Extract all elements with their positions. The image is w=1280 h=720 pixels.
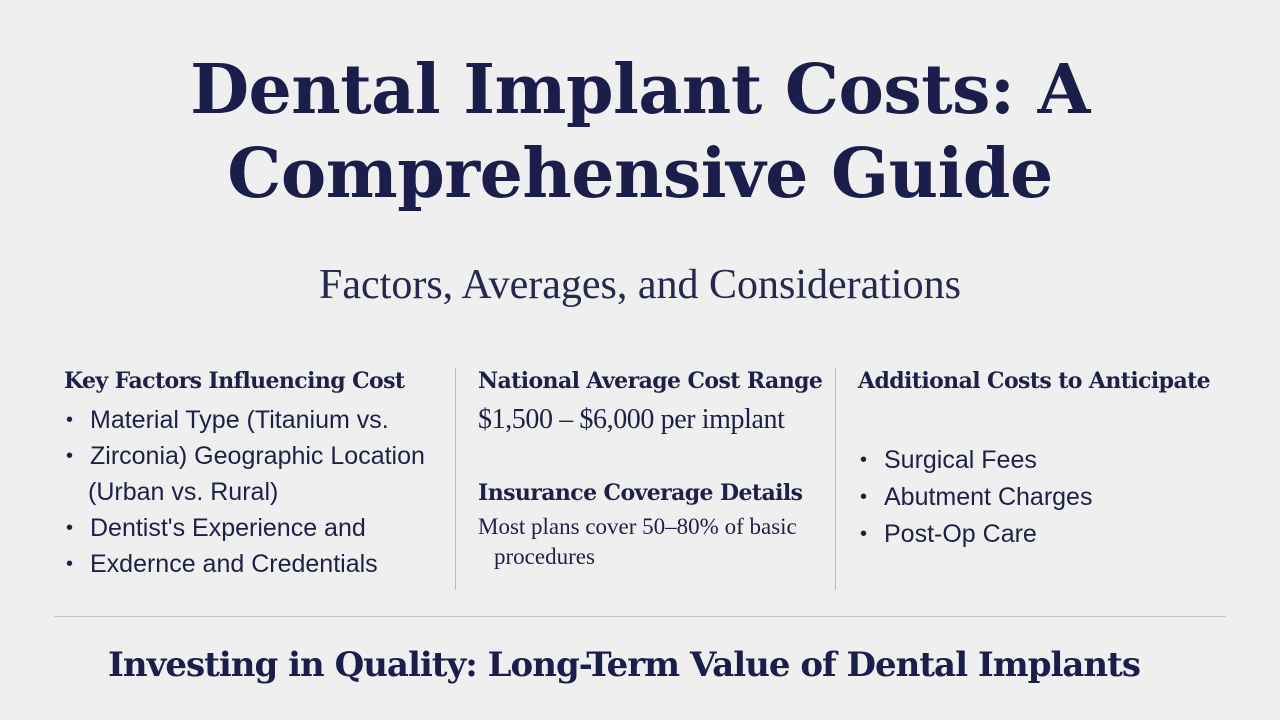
list-item-text: Zirconia) Geographic Location bbox=[90, 442, 425, 470]
list-item: • Surgical Fees bbox=[858, 442, 1238, 479]
section-divider bbox=[54, 616, 1226, 617]
insurance-text-line-1: Most plans cover 50–80% of basic bbox=[478, 514, 797, 539]
footer-heading: Investing in Quality: Long-Term Value of… bbox=[108, 645, 1141, 685]
key-factors-list: • Material Type (Titanium vs. • Zirconia) … bbox=[64, 402, 454, 582]
title-line-1: Dental Implant Costs: A bbox=[190, 50, 1090, 130]
list-item: • Dentist's Experience and bbox=[64, 510, 454, 546]
column-divider bbox=[455, 368, 456, 590]
additional-costs-list: • Surgical Fees • Abutment Charges • Post-O… bbox=[858, 442, 1238, 553]
list-item: • Abutment Charges bbox=[858, 479, 1238, 516]
list-item: (Urban vs. Rural) bbox=[64, 474, 454, 510]
key-factors-heading: Key Factors Influencing Cost bbox=[64, 368, 405, 394]
bullet-icon: • bbox=[860, 486, 868, 508]
list-item: • Post-Op Care bbox=[858, 516, 1238, 553]
list-item-text: Surgical Fees bbox=[884, 446, 1037, 474]
list-item: • Material Type (Titanium vs. bbox=[64, 402, 454, 438]
list-item-text: Exdernce and Credentials bbox=[90, 550, 378, 578]
additional-costs-heading: Additional Costs to Anticipate bbox=[858, 368, 1211, 394]
cost-range-value: $1,500 – $6,000 per implant bbox=[478, 404, 785, 435]
list-item: • Exdernce and Credentials bbox=[64, 546, 454, 582]
additional-costs-section: Additional Costs to Anticipate • Surgical… bbox=[858, 362, 1238, 553]
page-title: Dental Implant Costs: A Comprehensive Gu… bbox=[0, 48, 1280, 216]
bullet-icon: • bbox=[860, 523, 868, 545]
list-item-text: (Urban vs. Rural) bbox=[88, 478, 279, 506]
national-average-heading: National Average Cost Range bbox=[478, 368, 823, 394]
key-factors-section: Key Factors Influencing Cost • Material T… bbox=[64, 362, 454, 582]
list-item-text: Abutment Charges bbox=[884, 483, 1093, 511]
list-item-text: Material Type (Titanium vs. bbox=[90, 406, 389, 434]
bullet-icon: • bbox=[860, 449, 868, 471]
column-divider bbox=[835, 368, 836, 590]
insurance-heading: Insurance Coverage Details bbox=[478, 480, 803, 506]
bullet-icon: • bbox=[66, 409, 74, 431]
title-line-2: Comprehensive Guide bbox=[227, 134, 1053, 214]
insurance-text-line-2: procedures bbox=[494, 544, 595, 569]
insurance-text: Most plans cover 50–80% of basic procedu… bbox=[478, 512, 828, 572]
national-average-section: National Average Cost Range $1,500 – $6,… bbox=[478, 362, 828, 572]
list-item: • Zirconia) Geographic Location bbox=[64, 438, 454, 474]
page-subtitle: Factors, Averages, and Considerations bbox=[319, 262, 961, 308]
list-item-text: Post-Op Care bbox=[884, 520, 1037, 548]
bullet-icon: • bbox=[66, 553, 74, 575]
bullet-icon: • bbox=[66, 445, 74, 467]
bullet-icon: • bbox=[66, 517, 74, 539]
list-item-text: Dentist's Experience and bbox=[90, 514, 366, 542]
